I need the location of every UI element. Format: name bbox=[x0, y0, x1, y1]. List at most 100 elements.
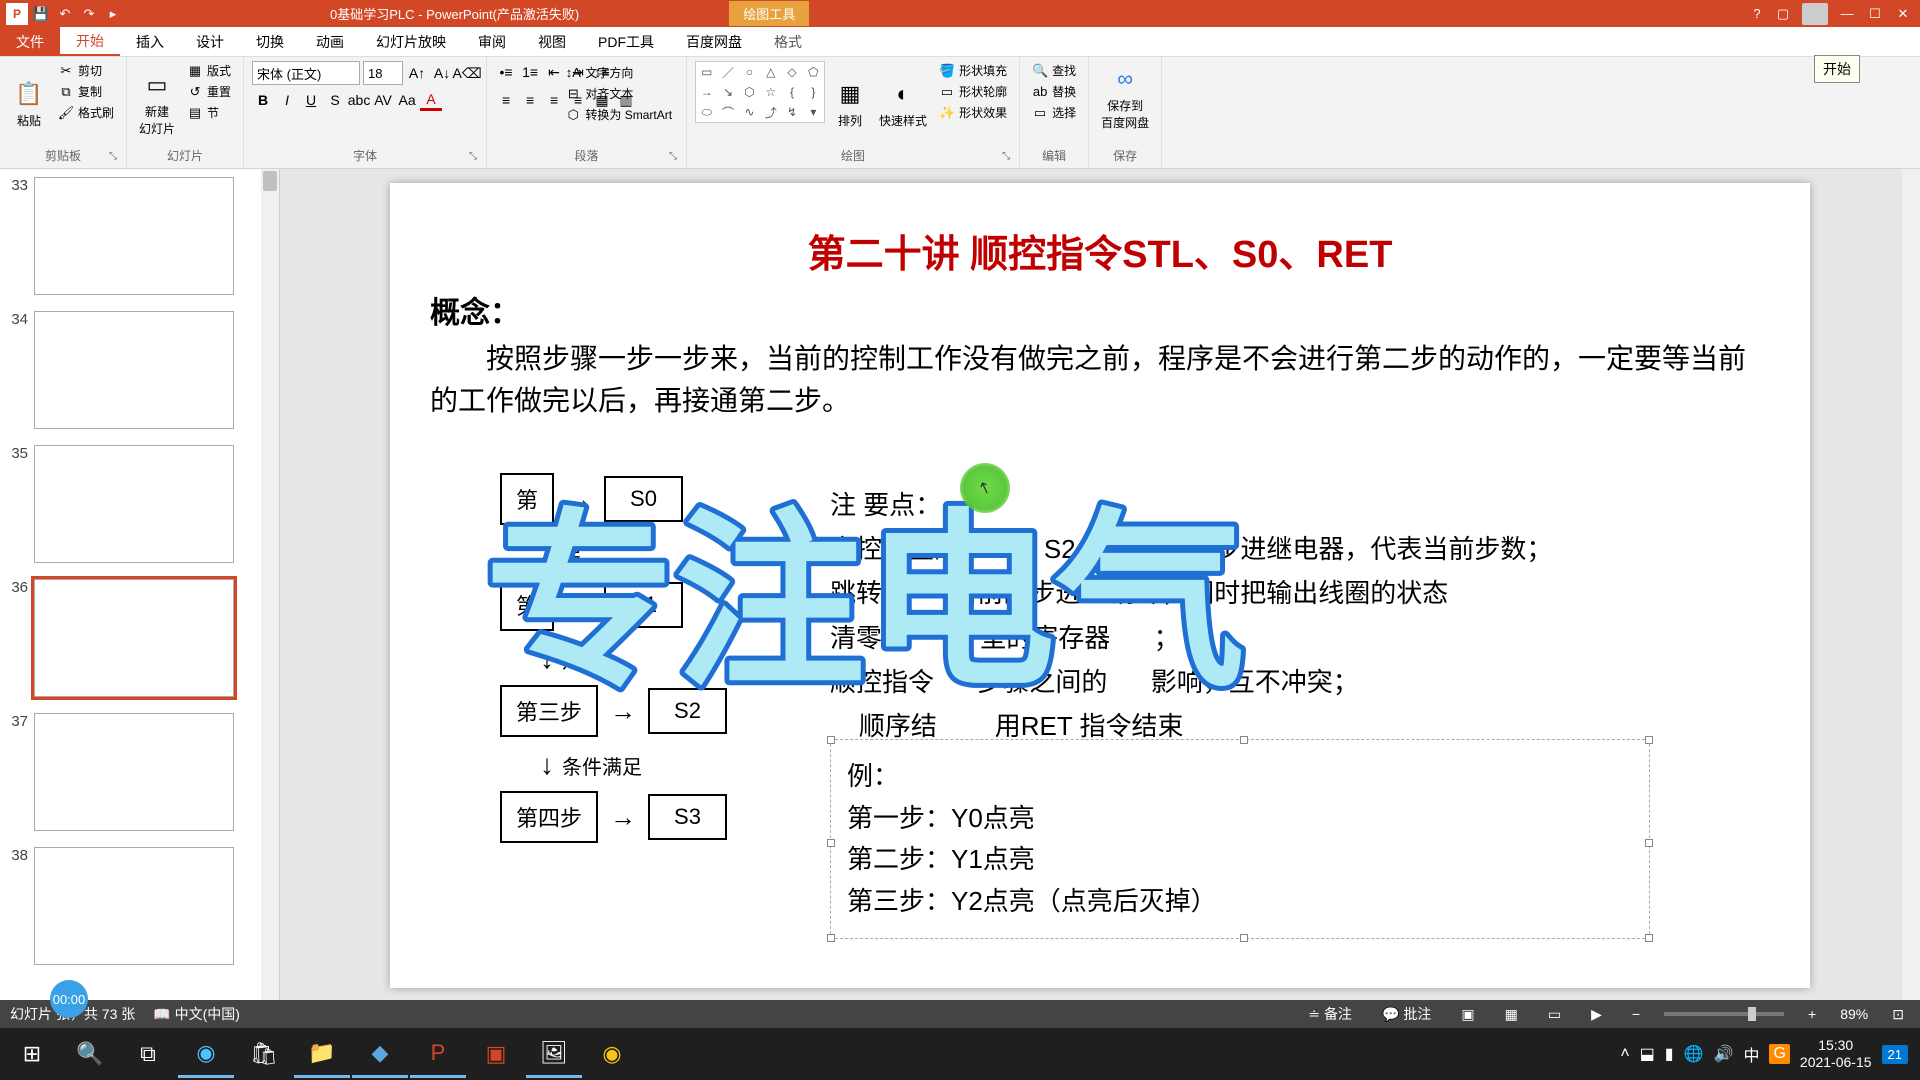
numbering-button[interactable]: 1≡ bbox=[519, 61, 541, 83]
example-textbox[interactable]: 例： 第一步：Y0点亮 第二步：Y1点亮 第三步：Y2点亮（点亮后灭掉） bbox=[830, 739, 1650, 939]
bold-button[interactable]: B bbox=[252, 89, 274, 111]
ribbon-options-icon[interactable]: ▢ bbox=[1770, 4, 1796, 24]
app-icon-2[interactable]: ▣ bbox=[468, 1030, 524, 1078]
tab-view[interactable]: 视图 bbox=[522, 27, 582, 56]
usb-icon[interactable]: ⬓ bbox=[1640, 1044, 1655, 1064]
help-icon[interactable]: ? bbox=[1744, 4, 1770, 24]
save-baidu-button[interactable]: ∞ 保存到 百度网盘 bbox=[1097, 61, 1153, 133]
cut-button[interactable]: ✂剪切 bbox=[54, 61, 118, 80]
tab-review[interactable]: 审阅 bbox=[462, 27, 522, 56]
normal-view-icon[interactable]: ▣ bbox=[1455, 1006, 1480, 1023]
comments-button[interactable]: 💬 批注 bbox=[1376, 1004, 1437, 1024]
app-icon-3[interactable]: 🖼 bbox=[526, 1030, 582, 1078]
redo-icon[interactable]: ↷ bbox=[78, 3, 100, 25]
layout-button[interactable]: ▦版式 bbox=[183, 61, 235, 80]
thumbnail-slide[interactable]: 38 bbox=[0, 839, 279, 973]
replace-button[interactable]: ab替换 bbox=[1028, 82, 1080, 101]
dialog-launcher-icon[interactable]: ⤡ bbox=[109, 151, 123, 165]
format-painter-button[interactable]: 🖌格式刷 bbox=[54, 103, 118, 122]
recording-badge[interactable]: 00:00 bbox=[50, 980, 88, 1018]
increase-font-icon[interactable]: A↑ bbox=[406, 62, 428, 84]
zoom-out-button[interactable]: − bbox=[1626, 1006, 1646, 1022]
tab-design[interactable]: 设计 bbox=[180, 27, 240, 56]
start-slideshow-icon[interactable]: ▸ bbox=[102, 3, 124, 25]
section-button[interactable]: ▤节 bbox=[183, 103, 235, 122]
store-icon[interactable]: 🛍 bbox=[236, 1030, 292, 1078]
taskview-button[interactable]: ⧉ bbox=[120, 1030, 176, 1078]
battery-icon[interactable]: ▮ bbox=[1665, 1044, 1674, 1064]
maximize-icon[interactable]: ☐ bbox=[1862, 4, 1888, 24]
app-tray-icon[interactable]: G bbox=[1769, 1044, 1789, 1064]
start-button[interactable]: ⊞ bbox=[4, 1030, 60, 1078]
save-icon[interactable]: 💾 bbox=[30, 3, 52, 25]
clock[interactable]: 15:30 2021-06-15 bbox=[1800, 1037, 1872, 1071]
case-button[interactable]: Aa bbox=[396, 89, 418, 111]
explorer-icon[interactable]: 📁 bbox=[294, 1030, 350, 1078]
tab-transitions[interactable]: 切换 bbox=[240, 27, 300, 56]
search-button[interactable]: 🔍 bbox=[62, 1030, 118, 1078]
tab-pdf[interactable]: PDF工具 bbox=[582, 27, 670, 56]
shape-effects-button[interactable]: ✨形状效果 bbox=[935, 103, 1011, 122]
tab-animations[interactable]: 动画 bbox=[300, 27, 360, 56]
dialog-launcher-icon[interactable]: ⤡ bbox=[1002, 151, 1016, 165]
arrange-button[interactable]: ▦排列 bbox=[829, 61, 871, 145]
bullets-button[interactable]: •≡ bbox=[495, 61, 517, 83]
volume-icon[interactable]: 🔊 bbox=[1714, 1044, 1734, 1064]
undo-icon[interactable]: ↶ bbox=[54, 3, 76, 25]
reset-button[interactable]: ↺重置 bbox=[183, 82, 235, 101]
tab-file[interactable]: 文件 bbox=[0, 27, 60, 56]
powerpoint-taskbar-icon[interactable]: P bbox=[410, 1030, 466, 1078]
align-left-button[interactable]: ≡ bbox=[495, 89, 517, 111]
fit-window-icon[interactable]: ⊡ bbox=[1886, 1006, 1910, 1023]
smartart-button[interactable]: ⬡转换为 SmartArt bbox=[561, 105, 676, 124]
thumbnail-slide[interactable]: 34 bbox=[0, 303, 279, 437]
reading-view-icon[interactable]: ▭ bbox=[1542, 1006, 1567, 1023]
user-avatar[interactable] bbox=[1802, 3, 1828, 25]
thumbnail-slide[interactable]: 33 bbox=[0, 169, 279, 303]
notification-badge[interactable]: 21 bbox=[1882, 1045, 1908, 1064]
quick-styles-button[interactable]: ◐快速样式 bbox=[875, 61, 931, 145]
thumbnails-scrollbar[interactable] bbox=[261, 169, 279, 1000]
close-icon[interactable]: ✕ bbox=[1890, 4, 1916, 24]
shapes-gallery[interactable]: ▭／○△◇⬠ →↘⬡☆{} ⬭⌒∿⤴↯▾ bbox=[695, 61, 825, 123]
select-button[interactable]: ▭选择 bbox=[1028, 103, 1080, 122]
thumbnail-slide[interactable]: 36 bbox=[0, 571, 279, 705]
slide-canvas[interactable]: 第二十讲 顺控指令STL、S0、RET 概念： 按照步骤一步一步来，当前的控制工… bbox=[390, 183, 1810, 988]
app-icon[interactable]: ◆ bbox=[352, 1030, 408, 1078]
thumbnail-slide[interactable]: 35 bbox=[0, 437, 279, 571]
find-button[interactable]: 🔍查找 bbox=[1028, 61, 1080, 80]
decrease-font-icon[interactable]: A↓ bbox=[431, 62, 453, 84]
tab-slideshow[interactable]: 幻灯片放映 bbox=[360, 27, 462, 56]
chevron-up-icon[interactable]: ˄ bbox=[1620, 1045, 1629, 1063]
zoom-level[interactable]: 89% bbox=[1840, 1006, 1868, 1022]
font-size-input[interactable] bbox=[363, 61, 403, 85]
slideshow-view-icon[interactable]: ▶ bbox=[1585, 1006, 1608, 1023]
dialog-launcher-icon[interactable]: ⤡ bbox=[469, 151, 483, 165]
thumbnail-slide[interactable]: 37 bbox=[0, 705, 279, 839]
new-slide-button[interactable]: ▭ 新建 幻灯片 bbox=[135, 61, 179, 145]
zoom-in-button[interactable]: + bbox=[1802, 1006, 1822, 1022]
underline-button[interactable]: U bbox=[300, 89, 322, 111]
paste-button[interactable]: 📋 粘贴 bbox=[8, 61, 50, 145]
font-color-button[interactable]: A bbox=[420, 89, 442, 111]
zoom-slider[interactable] bbox=[1664, 1012, 1784, 1016]
align-center-button[interactable]: ≡ bbox=[519, 89, 541, 111]
edge-icon[interactable]: ◉ bbox=[178, 1030, 234, 1078]
tab-home[interactable]: 开始 bbox=[60, 27, 120, 56]
strike-button[interactable]: abc bbox=[348, 89, 370, 111]
text-direction-button[interactable]: ↕A文字方向 bbox=[561, 63, 676, 82]
dialog-launcher-icon[interactable]: ⤡ bbox=[669, 151, 683, 165]
clear-format-icon[interactable]: A⌫ bbox=[456, 62, 478, 84]
spacing-button[interactable]: AV bbox=[372, 89, 394, 111]
ime-icon[interactable]: 中 bbox=[1743, 1042, 1759, 1066]
notes-button[interactable]: ≐ 备注 bbox=[1302, 1004, 1358, 1024]
minimize-icon[interactable]: — bbox=[1834, 4, 1860, 24]
align-text-button[interactable]: ⊟对齐文本 bbox=[561, 84, 676, 103]
copy-button[interactable]: ⧉复制 bbox=[54, 82, 118, 101]
app-icon-4[interactable]: ◉ bbox=[584, 1030, 640, 1078]
shadow-button[interactable]: S bbox=[324, 89, 346, 111]
font-name-input[interactable] bbox=[252, 61, 360, 85]
tab-insert[interactable]: 插入 bbox=[120, 27, 180, 56]
tab-baidu[interactable]: 百度网盘 bbox=[670, 27, 758, 56]
shape-outline-button[interactable]: ▭形状轮廓 bbox=[935, 82, 1011, 101]
